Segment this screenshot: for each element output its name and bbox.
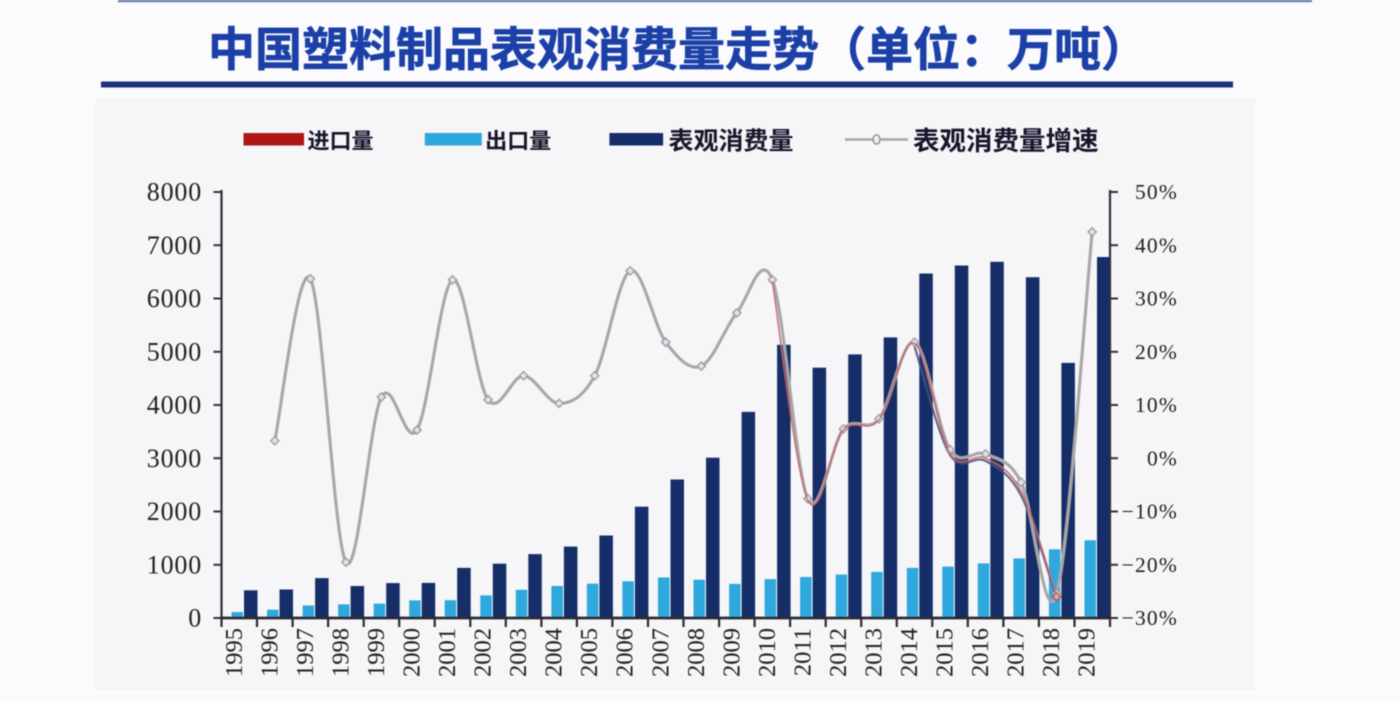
- svg-text:−30%: −30%: [1122, 606, 1178, 630]
- svg-text:2012: 2012: [825, 628, 852, 677]
- svg-text:2019: 2019: [1074, 628, 1101, 677]
- svg-text:2016: 2016: [967, 628, 994, 677]
- svg-text:20%: 20%: [1135, 340, 1178, 364]
- svg-text:2007: 2007: [647, 628, 674, 677]
- svg-text:2017: 2017: [1003, 628, 1030, 677]
- svg-text:1996: 1996: [256, 628, 283, 677]
- svg-text:2013: 2013: [861, 628, 888, 677]
- svg-text:0: 0: [188, 604, 202, 633]
- svg-text:2014: 2014: [896, 628, 923, 677]
- svg-text:4000: 4000: [147, 391, 202, 420]
- svg-text:2006: 2006: [612, 628, 639, 677]
- svg-text:0%: 0%: [1147, 446, 1178, 470]
- svg-text:2002: 2002: [470, 628, 497, 677]
- svg-text:30%: 30%: [1135, 287, 1178, 311]
- svg-text:2010: 2010: [754, 628, 781, 677]
- svg-text:2005: 2005: [576, 628, 603, 677]
- svg-text:2018: 2018: [1038, 628, 1065, 677]
- svg-text:2015: 2015: [932, 628, 959, 677]
- svg-text:2000: 2000: [147, 497, 202, 526]
- svg-text:1995: 1995: [221, 628, 248, 677]
- svg-text:8000: 8000: [147, 178, 202, 207]
- svg-text:10%: 10%: [1135, 393, 1178, 417]
- svg-text:40%: 40%: [1135, 233, 1178, 257]
- svg-text:2011: 2011: [789, 628, 816, 676]
- svg-text:2009: 2009: [718, 628, 745, 677]
- svg-text:3000: 3000: [147, 444, 202, 473]
- svg-text:5000: 5000: [147, 337, 202, 366]
- svg-text:6000: 6000: [147, 284, 202, 313]
- svg-text:1999: 1999: [363, 628, 390, 677]
- svg-text:7000: 7000: [147, 231, 202, 260]
- svg-text:2001: 2001: [434, 628, 461, 677]
- svg-text:2008: 2008: [683, 628, 710, 677]
- svg-text:2000: 2000: [399, 628, 426, 677]
- svg-text:1997: 1997: [292, 628, 319, 677]
- svg-text:2004: 2004: [541, 628, 568, 677]
- svg-text:1998: 1998: [327, 628, 354, 677]
- svg-text:1000: 1000: [147, 550, 202, 579]
- svg-text:2003: 2003: [505, 628, 532, 677]
- svg-text:50%: 50%: [1135, 180, 1178, 204]
- svg-text:−20%: −20%: [1122, 553, 1178, 577]
- svg-text:−10%: −10%: [1122, 500, 1178, 524]
